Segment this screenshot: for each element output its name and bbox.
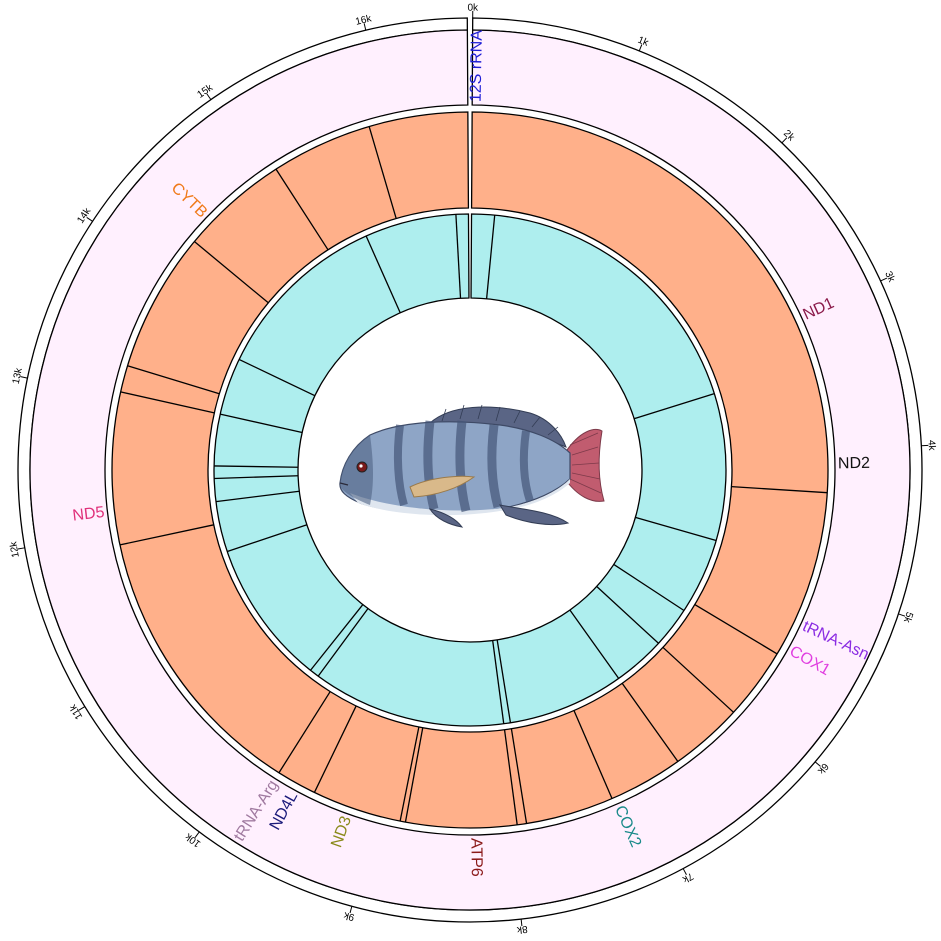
inner-track-divider bbox=[635, 516, 717, 542]
scale-tick-label: 4k bbox=[925, 440, 937, 452]
inner-track-divider bbox=[238, 358, 316, 397]
tail-fin bbox=[564, 429, 605, 502]
inner-track-divider bbox=[569, 609, 620, 679]
inner-track-divider bbox=[492, 640, 505, 724]
scale-tick bbox=[86, 217, 93, 222]
gene-label: ND5 bbox=[72, 504, 106, 525]
middle-track-divider bbox=[621, 682, 679, 762]
scale-tick bbox=[898, 613, 906, 617]
middle-track-divider bbox=[503, 729, 518, 825]
scale-tick-label: 7k bbox=[680, 870, 695, 885]
middle-track-divider bbox=[694, 604, 778, 655]
scale-tick bbox=[194, 831, 200, 838]
scale-tick-label: 16k bbox=[354, 13, 373, 28]
middle-track-divider bbox=[510, 728, 528, 824]
middle-track-divider bbox=[662, 646, 734, 713]
middle-track-divider bbox=[399, 726, 420, 822]
middle-track-divider bbox=[404, 727, 424, 823]
scale-tick-label: 5k bbox=[901, 610, 915, 624]
scale-tick bbox=[349, 906, 353, 914]
inner-track-divider bbox=[220, 413, 303, 434]
scale-tick-label: 3k bbox=[882, 270, 897, 285]
middle-track-divider bbox=[119, 524, 214, 546]
scale-tick bbox=[206, 93, 212, 100]
scale-tick bbox=[363, 23, 367, 31]
inner-track-divider bbox=[227, 524, 308, 553]
gene-label: ND2 bbox=[838, 455, 870, 473]
middle-track-divider bbox=[278, 691, 331, 774]
inner-track-divider bbox=[596, 585, 659, 644]
scale-tick-label: 11k bbox=[67, 701, 85, 721]
inner-track-divider bbox=[485, 215, 496, 299]
inner-track-divider bbox=[317, 608, 369, 677]
middle-track-divider bbox=[573, 710, 613, 799]
middle-track-ring bbox=[111, 111, 829, 829]
anal-fin bbox=[498, 504, 570, 526]
middle-track-divider bbox=[193, 241, 269, 304]
scale-tick-label: 12k bbox=[8, 540, 22, 559]
inner-track-divider bbox=[496, 639, 512, 723]
inner-track-divider bbox=[633, 392, 715, 420]
gene-label: ATP6 bbox=[467, 838, 485, 877]
scale-tick bbox=[638, 44, 643, 52]
inner-track-divider bbox=[365, 235, 401, 314]
scale-tick-label: 0k bbox=[467, 3, 479, 14]
inner-track-ring bbox=[213, 213, 727, 727]
scale-tick bbox=[520, 919, 523, 927]
scale-tick bbox=[78, 706, 86, 711]
scale-tick-label: 9k bbox=[342, 909, 356, 923]
scale-tick bbox=[781, 137, 788, 144]
inner-track-divider bbox=[214, 465, 299, 468]
middle-track-divider bbox=[313, 705, 357, 793]
middle-track-divider bbox=[731, 485, 828, 494]
scale-tick bbox=[880, 277, 888, 282]
middle-track-divider bbox=[120, 391, 215, 414]
fish-body bbox=[339, 421, 571, 514]
middle-track-divider bbox=[368, 126, 397, 219]
middle-track-divider bbox=[127, 365, 220, 395]
scale-tick bbox=[682, 868, 687, 875]
tilapia-fish-illustration bbox=[339, 404, 605, 528]
scale-tick bbox=[20, 376, 28, 379]
scale-tick-label: 1k bbox=[636, 35, 651, 50]
inner-track-divider bbox=[613, 563, 685, 612]
scale-tick bbox=[17, 547, 25, 550]
middle-track-divider bbox=[275, 168, 329, 251]
gene-annotation-ring bbox=[29, 29, 911, 911]
scale-tick-label: 8k bbox=[515, 923, 528, 935]
inner-track-divider bbox=[455, 214, 462, 299]
scale-tick-label: 13k bbox=[11, 366, 25, 385]
inner-track-divider bbox=[310, 604, 364, 671]
scale-tick bbox=[814, 761, 821, 767]
inner-track-divider bbox=[214, 475, 299, 480]
gene-label: 12S rRNA bbox=[468, 30, 486, 103]
inner-track-divider bbox=[215, 490, 300, 503]
pectoral-fin bbox=[409, 475, 476, 498]
